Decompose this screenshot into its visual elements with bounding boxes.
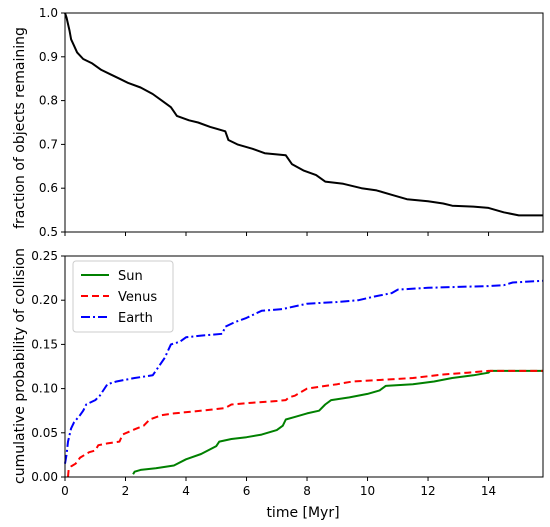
- top-y-tick-label: 0.5: [39, 225, 58, 239]
- top-series-group: [64, 12, 543, 217]
- top-y-tick-label: 0.7: [39, 137, 58, 151]
- bottom-x-tick-label: 0: [61, 484, 69, 498]
- bottom-y-tick-label: 0.20: [31, 293, 58, 307]
- top-y-tick-label: 0.8: [39, 94, 58, 108]
- bottom-x-tick-label: 4: [182, 484, 190, 498]
- bottom-y-tick-label: 0.10: [31, 382, 58, 396]
- bottom-x-tick-label: 14: [481, 484, 496, 498]
- bottom-x-tick-label: 10: [360, 484, 375, 498]
- bottom-y-tick-label: 0.00: [31, 470, 58, 484]
- top-series-line-0: [64, 12, 543, 217]
- bottom-x-tick-label: 2: [122, 484, 130, 498]
- top-y-tick-label: 0.9: [39, 50, 58, 64]
- legend-label-earth: Earth: [118, 311, 153, 326]
- bottom-panel: cumulative probability of collision time…: [12, 248, 544, 521]
- bottom-series-line-venus: [67, 369, 543, 478]
- top-y-axis-label: fraction of objects remaining: [12, 27, 28, 229]
- legend-box: [72, 260, 174, 333]
- bottom-axes-frame: [64, 255, 544, 478]
- bottom-y-tick-label: 0.25: [31, 249, 58, 263]
- bottom-y-tick-label: 0.15: [31, 337, 58, 351]
- top-y-tick-label: 0.6: [39, 181, 58, 195]
- bottom-series-line-earth: [64, 279, 544, 464]
- bottom-series-line-sun: [132, 369, 543, 475]
- top-axes-frame: [64, 12, 544, 233]
- top-panel: fraction of objects remaining 0.5 0.6 0.7 0…: [12, 6, 544, 239]
- top-y-tick-label: 1.0: [39, 6, 58, 20]
- legend-label-sun: Sun: [118, 269, 143, 284]
- legend: Sun Venus Earth: [72, 260, 174, 333]
- legend-label-venus: Venus: [118, 290, 157, 305]
- bottom-x-tick-label: 6: [243, 484, 251, 498]
- bottom-series-group: [64, 279, 544, 478]
- bottom-x-tick-label: 12: [420, 484, 435, 498]
- bottom-y-axis-label: cumulative probability of collision: [12, 248, 28, 484]
- x-axis-label: time [Myr]: [266, 505, 339, 521]
- bottom-y-tick-label: 0.05: [31, 426, 58, 440]
- bottom-x-tick-label: 8: [303, 484, 311, 498]
